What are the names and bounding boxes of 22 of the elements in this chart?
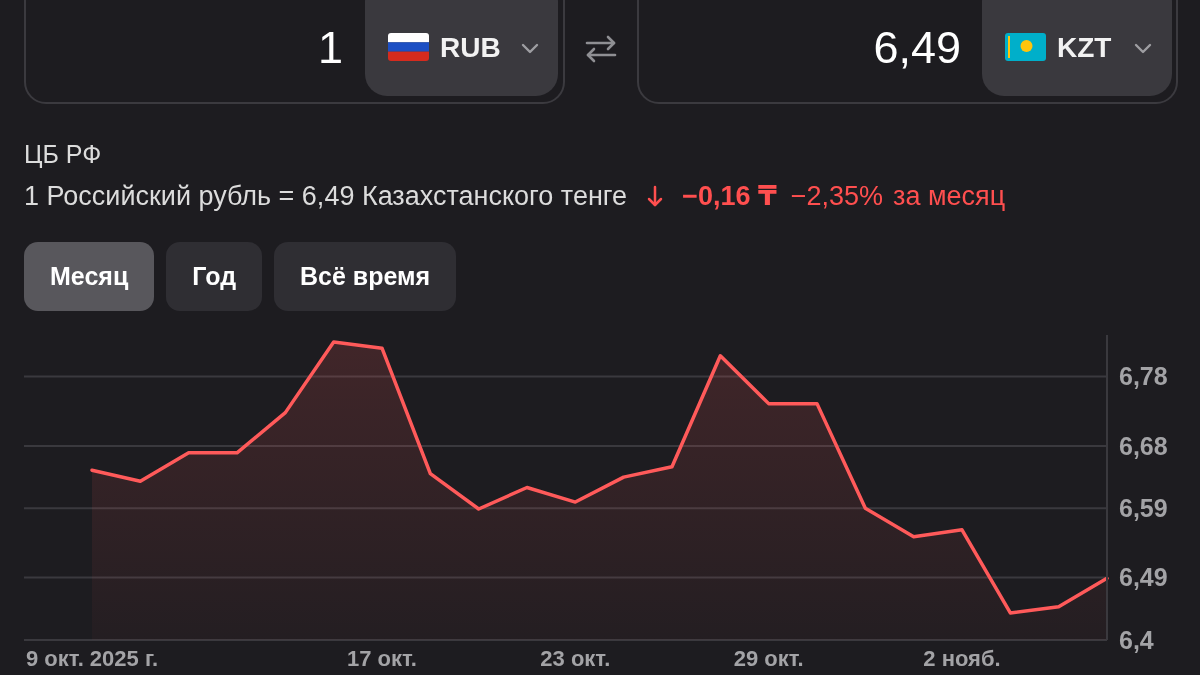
y-tick-label: 6,4	[1119, 625, 1154, 654]
y-tick-label: 6,59	[1119, 494, 1168, 523]
text: ЦБ РФ	[24, 140, 102, 168]
y-tick-label: 6,68	[1119, 431, 1168, 460]
y-tick-label: 6,78	[1119, 362, 1168, 391]
x-tick-label: 9 окт. 2025 г.	[26, 645, 158, 671]
text: 1	[317, 22, 343, 73]
y-tick-label: 6,49	[1119, 563, 1168, 592]
x-tick-label: 17 окт.	[347, 645, 417, 671]
text: Всё время	[300, 262, 431, 291]
text: 6,49	[873, 22, 961, 73]
x-tick-label: 2 нояб.	[923, 645, 1001, 671]
text: −0,16 ₸	[682, 180, 777, 212]
text: Год	[192, 262, 237, 291]
text: 1 Российский рубль = 6,49 Казахстанского тенге	[24, 180, 628, 212]
x-tick-label: 23 окт.	[540, 645, 611, 671]
text: −2,35%	[790, 180, 884, 212]
text: Месяц	[50, 262, 129, 291]
text: KZT	[1057, 32, 1112, 63]
text: RUB	[440, 32, 501, 63]
x-tick-label: 29 окт.	[733, 645, 804, 671]
text: за месяц	[893, 180, 1006, 212]
